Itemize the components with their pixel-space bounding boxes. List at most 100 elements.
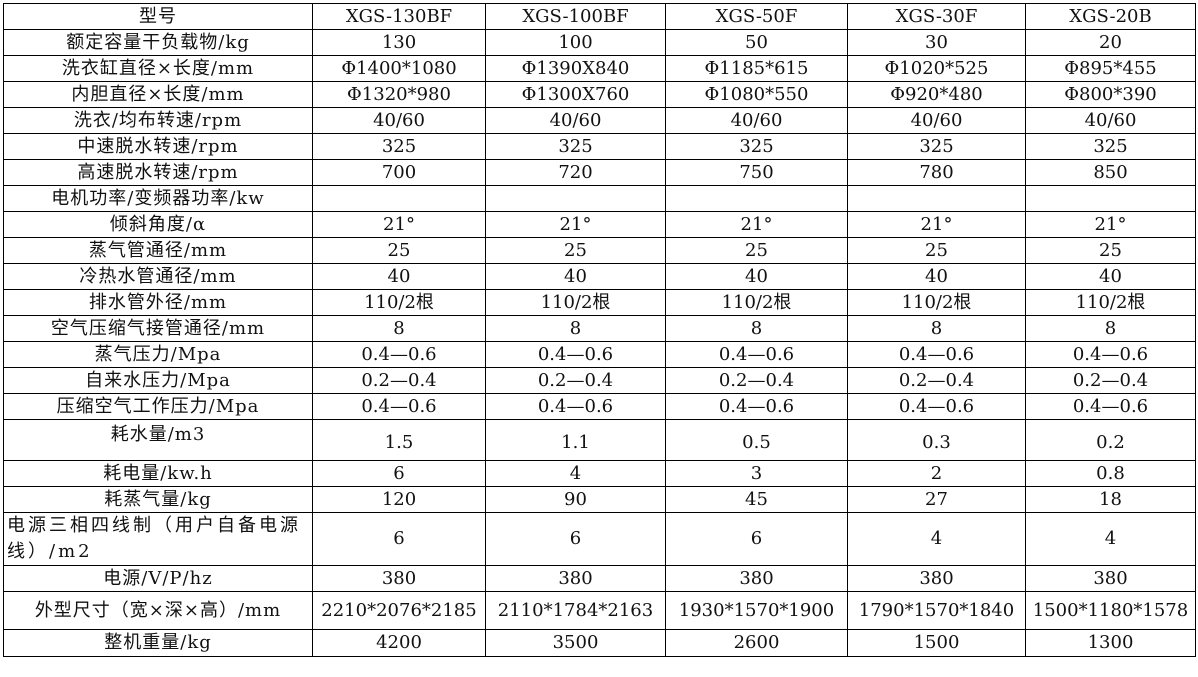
cell-value [665, 185, 848, 212]
cell-value: 21° [847, 211, 1026, 238]
row-label: 空气压缩气接管通径/mm [3, 315, 313, 342]
cell-value: 100 [485, 29, 666, 56]
cell-value: 0.4—0.6 [312, 341, 486, 368]
row-label: 电源三相四线制（用户自备电源线）/m2 [3, 512, 313, 566]
row-label: 电源/V/P/hz [3, 565, 313, 592]
cell-value: 0.2—0.4 [485, 367, 666, 394]
cell-value: 0.4—0.6 [665, 341, 848, 368]
cell-value: 110/2根 [665, 289, 848, 316]
cell-value: 3 [665, 460, 848, 487]
cell-value: 40/60 [665, 107, 848, 134]
cell-value: 130 [312, 29, 486, 56]
table-row: 蒸气压力/Mpa 0.4—0.6 0.4—0.6 0.4—0.6 0.4—0.6 0.4—… [3, 341, 1196, 368]
cell-value: 40/60 [485, 107, 666, 134]
cell-value: 1500*1180*1578 [1025, 591, 1196, 630]
cell-value: 21° [665, 211, 848, 238]
row-label: 倾斜角度/α [3, 211, 313, 238]
cell-value: 0.4—0.6 [1025, 393, 1196, 420]
cell-value: 4200 [312, 629, 486, 657]
table-row: 外型尺寸（宽×深×高）/mm 2210*2076*2185 2110*1784*21… [3, 591, 1196, 630]
row-label: 压缩空气工作压力/Mpa [3, 393, 313, 420]
cell-value: 850 [1025, 159, 1196, 186]
header-model: XGS-100BF [485, 3, 666, 30]
cell-value: 1790*1570*1840 [847, 591, 1026, 630]
cell-value: 0.8 [1025, 460, 1196, 487]
cell-value: 8 [665, 315, 848, 342]
table-row: 洗衣/均布转速/rpm 40/60 40/60 40/60 40/60 40/60 [3, 107, 1196, 134]
cell-value [1025, 185, 1196, 212]
cell-value: 0.4—0.6 [312, 393, 486, 420]
cell-value: 40 [485, 263, 666, 290]
table-row: 冷热水管通径/mm 40 40 40 40 40 [3, 263, 1196, 290]
cell-value: Φ1300X760 [485, 81, 666, 108]
cell-value: 1300 [1025, 629, 1196, 657]
cell-value: 8 [847, 315, 1026, 342]
row-label: 内胆直径×长度/mm [3, 81, 313, 108]
cell-value: Φ1080*550 [665, 81, 848, 108]
cell-value: 8 [485, 315, 666, 342]
cell-value: Φ1320*980 [312, 81, 486, 108]
cell-value [312, 185, 486, 212]
table-row: 蒸气管通径/mm 25 25 25 25 25 [3, 237, 1196, 264]
cell-value: 21° [485, 211, 666, 238]
table-row: 电机功率/变频器功率/kw [3, 185, 1196, 212]
cell-value: 325 [847, 133, 1026, 160]
cell-value: 4 [1025, 512, 1196, 566]
cell-value: 40/60 [312, 107, 486, 134]
cell-value: 50 [665, 29, 848, 56]
table-row: 内胆直径×长度/mm Φ1320*980 Φ1300X760 Φ1080*550 Φ92… [3, 81, 1196, 108]
cell-value: 325 [665, 133, 848, 160]
table-row: 自来水压力/Mpa 0.2—0.4 0.2—0.4 0.2—0.4 0.2—0.4 0.2… [3, 367, 1196, 394]
cell-value: Φ1185*615 [665, 55, 848, 82]
cell-value: 30 [847, 29, 1026, 56]
table-row: 高速脱水转速/rpm 700 720 750 780 850 [3, 159, 1196, 186]
cell-value: 0.2—0.4 [847, 367, 1026, 394]
row-label: 额定容量干负载物/kg [3, 29, 313, 56]
cell-value: 25 [485, 237, 666, 264]
cell-value: 8 [1025, 315, 1196, 342]
header-model: XGS-20B [1025, 3, 1196, 30]
header-row: 型号 XGS-130BF XGS-100BF XGS-50F XGS-30F XGS-20… [3, 3, 1196, 30]
cell-value: 780 [847, 159, 1026, 186]
cell-value: 6 [312, 512, 486, 566]
cell-value: 0.4—0.6 [847, 393, 1026, 420]
cell-value: 18 [1025, 486, 1196, 513]
cell-value: 21° [312, 211, 486, 238]
row-label: 冷热水管通径/mm [3, 263, 313, 290]
cell-value: 40/60 [1025, 107, 1196, 134]
row-label: 电机功率/变频器功率/kw [3, 185, 313, 212]
cell-value: 1.1 [485, 419, 666, 461]
cell-value: 4 [847, 512, 1026, 566]
header-model: XGS-130BF [312, 3, 486, 30]
row-label: 耗电量/kw.h [3, 460, 313, 487]
cell-value: 25 [847, 237, 1026, 264]
cell-value: 0.2 [1025, 419, 1196, 461]
cell-value: 40/60 [847, 107, 1026, 134]
cell-value: 6 [665, 512, 848, 566]
cell-value: 2110*1784*2163 [485, 591, 666, 630]
cell-value: 6 [485, 512, 666, 566]
cell-value: Φ1400*1080 [312, 55, 486, 82]
cell-value: 380 [1025, 565, 1196, 592]
cell-value: Φ1020*525 [847, 55, 1026, 82]
row-label: 高速脱水转速/rpm [3, 159, 313, 186]
cell-value: Φ920*480 [847, 81, 1026, 108]
cell-value: 40 [847, 263, 1026, 290]
cell-value [485, 185, 666, 212]
cell-value: 110/2根 [485, 289, 666, 316]
cell-value [847, 185, 1026, 212]
cell-value: 4 [485, 460, 666, 487]
cell-value: 25 [665, 237, 848, 264]
cell-value: 110/2根 [847, 289, 1026, 316]
table-row: 耗电量/kw.h 6 4 3 2 0.8 [3, 460, 1196, 487]
header-model: XGS-50F [665, 3, 848, 30]
cell-value: 750 [665, 159, 848, 186]
table-row: 耗蒸气量/kg 120 90 45 27 18 [3, 486, 1196, 513]
table-row: 整机重量/kg 4200 3500 2600 1500 1300 [3, 629, 1196, 657]
header-model: XGS-30F [847, 3, 1026, 30]
cell-value: 20 [1025, 29, 1196, 56]
table-row: 耗水量/m3 1.5 1.1 0.5 0.3 0.2 [3, 419, 1196, 461]
cell-value: 110/2根 [312, 289, 486, 316]
cell-value: 0.2—0.4 [312, 367, 486, 394]
cell-value: 110/2根 [1025, 289, 1196, 316]
